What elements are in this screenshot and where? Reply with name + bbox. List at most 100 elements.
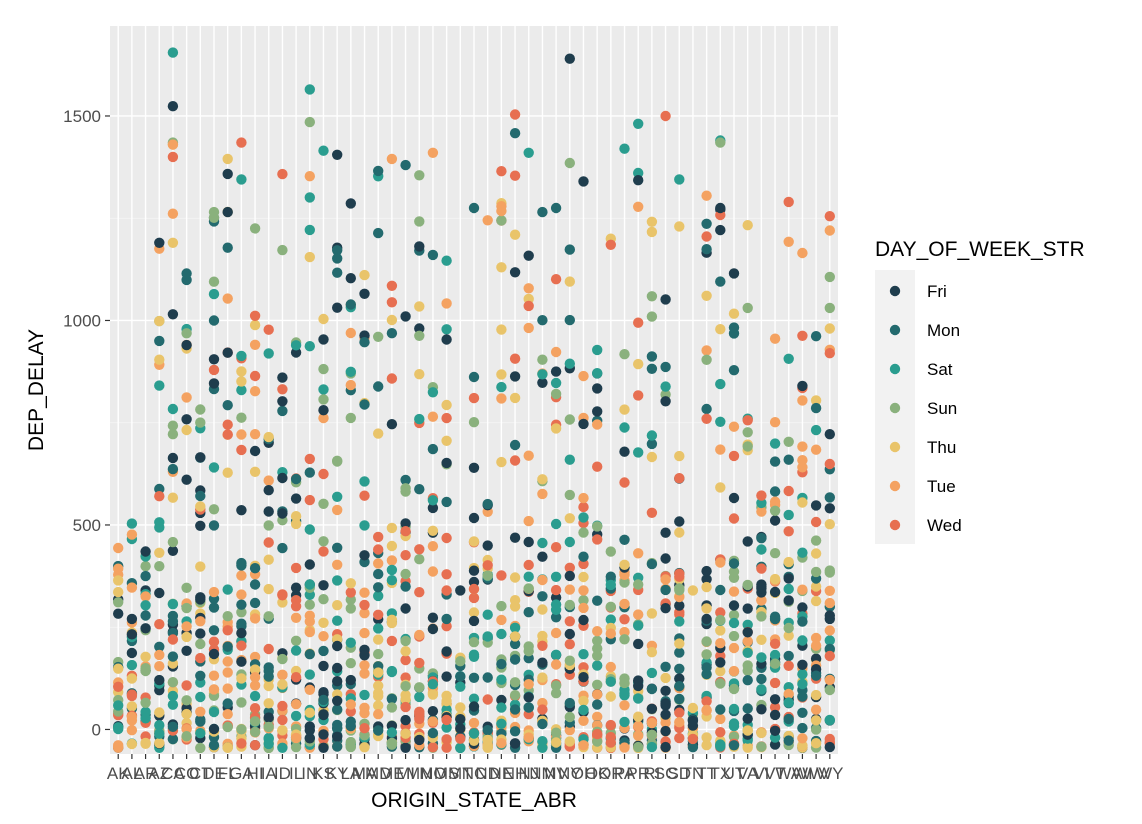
data-point (236, 724, 247, 735)
data-point (126, 518, 138, 529)
data-point (496, 381, 507, 393)
data-point (633, 317, 644, 328)
data-point (564, 358, 575, 369)
data-point (824, 650, 835, 662)
data-point (208, 288, 220, 300)
data-point (797, 616, 808, 627)
data-point (359, 599, 370, 611)
data-point (208, 602, 220, 613)
data-point (167, 101, 179, 112)
data-point (359, 587, 370, 598)
data-point (400, 518, 411, 529)
data-point (769, 677, 781, 689)
data-point (742, 302, 753, 314)
data-point (537, 369, 548, 380)
data-point (345, 273, 356, 284)
data-point (550, 571, 562, 582)
data-point (441, 742, 452, 753)
data-point (701, 696, 712, 707)
data-point (715, 224, 726, 236)
data-point (674, 681, 685, 692)
data-point (263, 431, 274, 443)
data-point (126, 673, 138, 684)
data-point (441, 734, 452, 745)
data-point (249, 740, 261, 751)
data-point (400, 526, 411, 537)
data-point (769, 702, 781, 713)
data-point (537, 354, 548, 365)
data-point (318, 580, 329, 591)
data-point (742, 742, 753, 753)
data-point (318, 363, 329, 375)
data-point (550, 727, 562, 738)
data-point (797, 659, 808, 670)
data-point (797, 722, 808, 734)
data-point (482, 734, 493, 746)
data-point (468, 417, 480, 428)
x-tick-label: MT (448, 764, 473, 783)
data-point (386, 727, 398, 738)
data-point (482, 609, 493, 620)
data-point (605, 676, 616, 687)
data-point (154, 661, 165, 672)
data-point (154, 649, 165, 661)
data-point (619, 569, 630, 580)
data-point (715, 727, 726, 738)
legend-label: Wed (927, 516, 962, 535)
data-point (290, 601, 302, 612)
data-point (715, 276, 726, 287)
data-point (701, 231, 712, 242)
data-point (756, 490, 767, 501)
data-point (208, 378, 220, 389)
data-point (619, 477, 630, 488)
data-point (783, 697, 794, 708)
data-point (304, 599, 315, 610)
data-point (482, 570, 493, 581)
data-point (236, 174, 247, 185)
data-point (523, 147, 534, 158)
x-tick-label: IA (261, 764, 278, 783)
data-point (797, 691, 808, 702)
legend-title: DAY_OF_WEEK_STR (875, 238, 1085, 261)
data-point (482, 498, 493, 510)
legend-key (889, 519, 901, 531)
data-point (482, 540, 493, 551)
x-tick-label: PR (626, 764, 650, 783)
data-point (373, 582, 384, 593)
data-point (769, 694, 781, 705)
data-point (318, 694, 329, 706)
data-point (783, 509, 794, 521)
data-point (441, 695, 452, 707)
data-point (400, 159, 411, 171)
data-point (332, 695, 343, 706)
data-point (646, 683, 658, 695)
data-point (633, 167, 644, 179)
data-point (496, 570, 507, 581)
data-point (455, 656, 466, 667)
data-point (414, 587, 425, 598)
data-point (290, 582, 302, 593)
data-point (810, 500, 822, 511)
data-point (509, 738, 521, 749)
data-point (208, 354, 220, 365)
legend-key (889, 480, 901, 492)
data-point (537, 672, 548, 683)
data-point (496, 614, 507, 626)
data-point (674, 673, 685, 684)
data-point (797, 635, 808, 646)
data-point (290, 347, 302, 358)
data-point (373, 648, 384, 660)
data-point (592, 635, 603, 646)
data-point (824, 597, 835, 609)
data-point (318, 645, 329, 657)
data-point (154, 483, 165, 495)
data-point (646, 438, 658, 450)
data-points (113, 47, 835, 754)
data-point (263, 680, 274, 692)
data-point (441, 496, 452, 508)
data-point (537, 206, 548, 218)
data-point (482, 631, 493, 642)
data-point (140, 610, 151, 621)
data-point (715, 416, 726, 427)
data-point (468, 512, 480, 524)
